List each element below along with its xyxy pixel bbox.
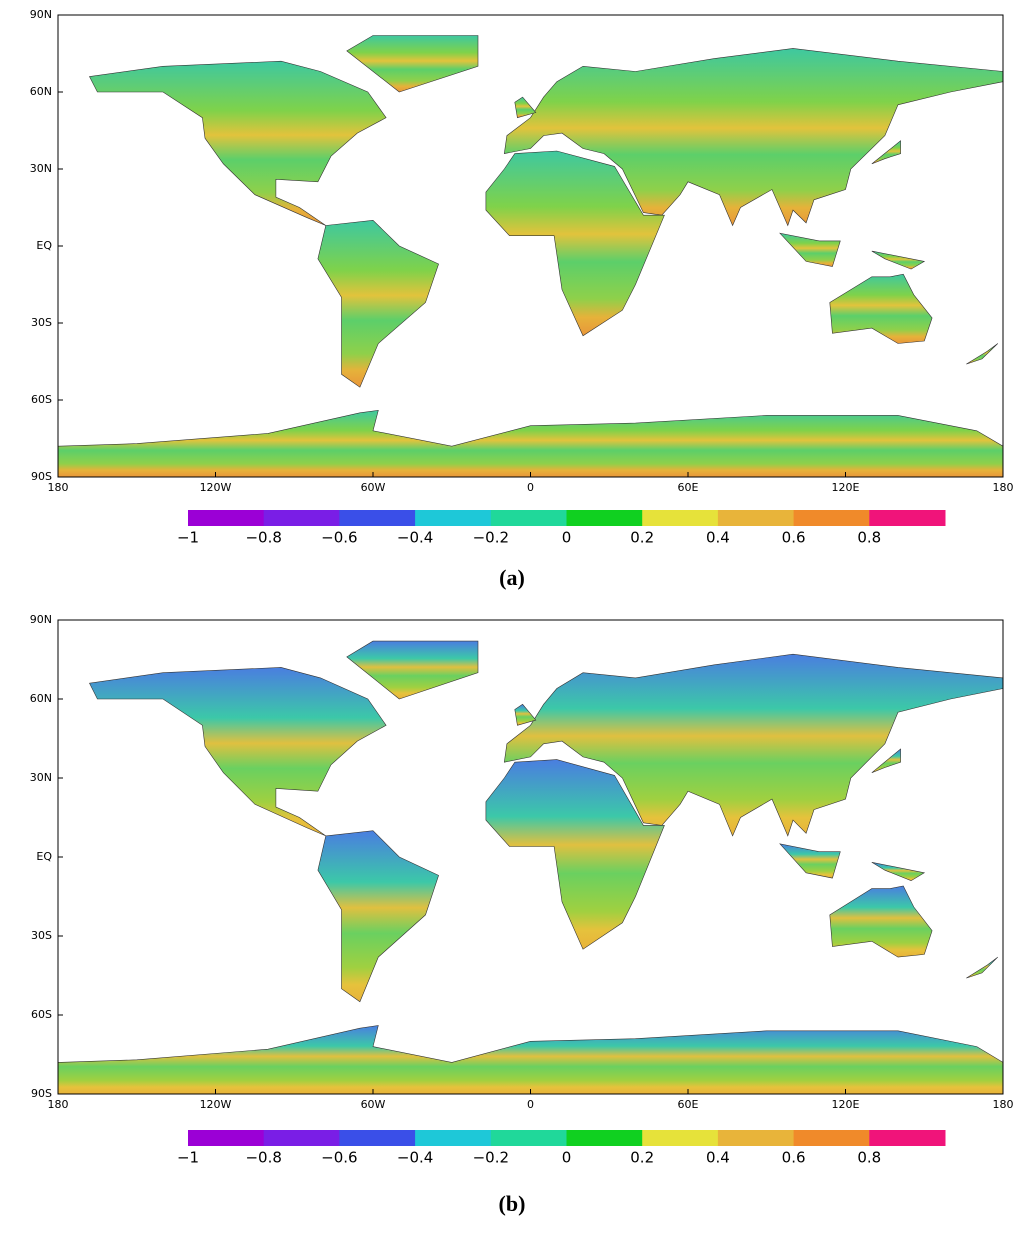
land [514, 703, 537, 726]
lon-label: 120W [200, 1098, 232, 1111]
colorbar-label: 0.4 [706, 1149, 730, 1167]
colorbar-label: 0.2 [630, 529, 654, 547]
colorbar-label: −1 [177, 529, 199, 547]
lat-label: 90N [30, 613, 52, 626]
land [346, 640, 479, 700]
land [485, 150, 665, 337]
land [779, 843, 841, 879]
colorbar-segment [490, 1130, 567, 1146]
colorbar-segment [415, 510, 492, 526]
lon-label: 180 [993, 481, 1014, 494]
land [89, 60, 387, 226]
land [829, 273, 933, 344]
land [57, 1025, 1004, 1095]
land [346, 35, 479, 93]
lat-label: 30N [30, 771, 52, 784]
lon-label: 120E [832, 481, 860, 494]
colorbar-label: −0.2 [473, 529, 509, 547]
colorbar-segment [566, 1130, 643, 1146]
colorbar-segment [793, 510, 870, 526]
colorbar-label: 0.8 [857, 529, 881, 547]
colorbar-label: 0.6 [782, 1149, 806, 1167]
lon-label: 180 [48, 1098, 69, 1111]
caption: (a) [499, 565, 525, 590]
lon-label: 120E [832, 1098, 860, 1111]
colorbar-segment [415, 1130, 492, 1146]
colorbar-segment [642, 510, 719, 526]
land [779, 232, 841, 267]
colorbar-label: −0.4 [397, 529, 433, 547]
colorbar-segment [490, 510, 567, 526]
lat-label: 90S [31, 470, 52, 483]
land [503, 48, 1004, 227]
colorbar-label: −1 [177, 1149, 199, 1167]
colorbar-label: −0.8 [245, 529, 281, 547]
lon-label: 60E [678, 481, 699, 494]
colorbar-segment [339, 510, 416, 526]
colorbar-segment [869, 510, 946, 526]
land [871, 862, 926, 882]
colorbar-label: 0.6 [782, 529, 806, 547]
land [966, 343, 999, 365]
colorbar-segment [188, 1130, 265, 1146]
lon-label: 120W [200, 481, 232, 494]
colorbar-segment [717, 510, 795, 526]
colorbar-label: −0.6 [321, 529, 357, 547]
colorbar-label: −0.4 [397, 1149, 433, 1167]
colorbar-segment [188, 510, 265, 526]
lon-label: 180 [993, 1098, 1014, 1111]
colorbar-segment [263, 1130, 340, 1146]
colorbar-segment [339, 1130, 416, 1146]
land [871, 140, 901, 165]
lat-label: 60N [30, 692, 52, 705]
lat-label: 60N [30, 85, 52, 98]
lon-label: 180 [48, 481, 69, 494]
land [966, 956, 999, 979]
lat-label: 30S [31, 316, 52, 329]
colorbar-label: −0.6 [321, 1149, 357, 1167]
lon-label: 60E [678, 1098, 699, 1111]
colorbar-label: 0.4 [706, 529, 730, 547]
lat-label: EQ [36, 850, 52, 863]
land [317, 219, 439, 388]
lat-label: 90S [31, 1087, 52, 1100]
colorbar-segment [717, 1130, 795, 1146]
colorbar-label: −0.8 [245, 1149, 281, 1167]
colorbar-segment [263, 510, 340, 526]
land [57, 409, 1004, 478]
lat-label: 60S [31, 1008, 52, 1021]
lat-label: EQ [36, 239, 52, 252]
land [871, 250, 926, 270]
colorbar-segment [566, 510, 643, 526]
colorbar-label: 0 [562, 529, 572, 547]
land [514, 96, 537, 119]
lat-label: 30N [30, 162, 52, 175]
land [871, 748, 901, 773]
colorbar-segment [642, 1130, 719, 1146]
colorbar-segment [869, 1130, 946, 1146]
colorbar-label: 0.8 [857, 1149, 881, 1167]
land [503, 653, 1004, 837]
lon-label: 60W [361, 481, 386, 494]
lat-label: 90N [30, 8, 52, 21]
lat-label: 60S [31, 393, 52, 406]
colorbar-segment [793, 1130, 870, 1146]
land [317, 830, 439, 1003]
lon-label: 0 [527, 1098, 534, 1111]
land [89, 667, 387, 837]
colorbar-label: −0.2 [473, 1149, 509, 1167]
caption: (b) [499, 1191, 526, 1216]
lon-label: 0 [527, 481, 534, 494]
lat-label: 30S [31, 929, 52, 942]
lon-label: 60W [361, 1098, 386, 1111]
colorbar-label: 0 [562, 1149, 572, 1167]
land [485, 759, 665, 950]
land [829, 885, 933, 958]
colorbar-label: 0.2 [630, 1149, 654, 1167]
